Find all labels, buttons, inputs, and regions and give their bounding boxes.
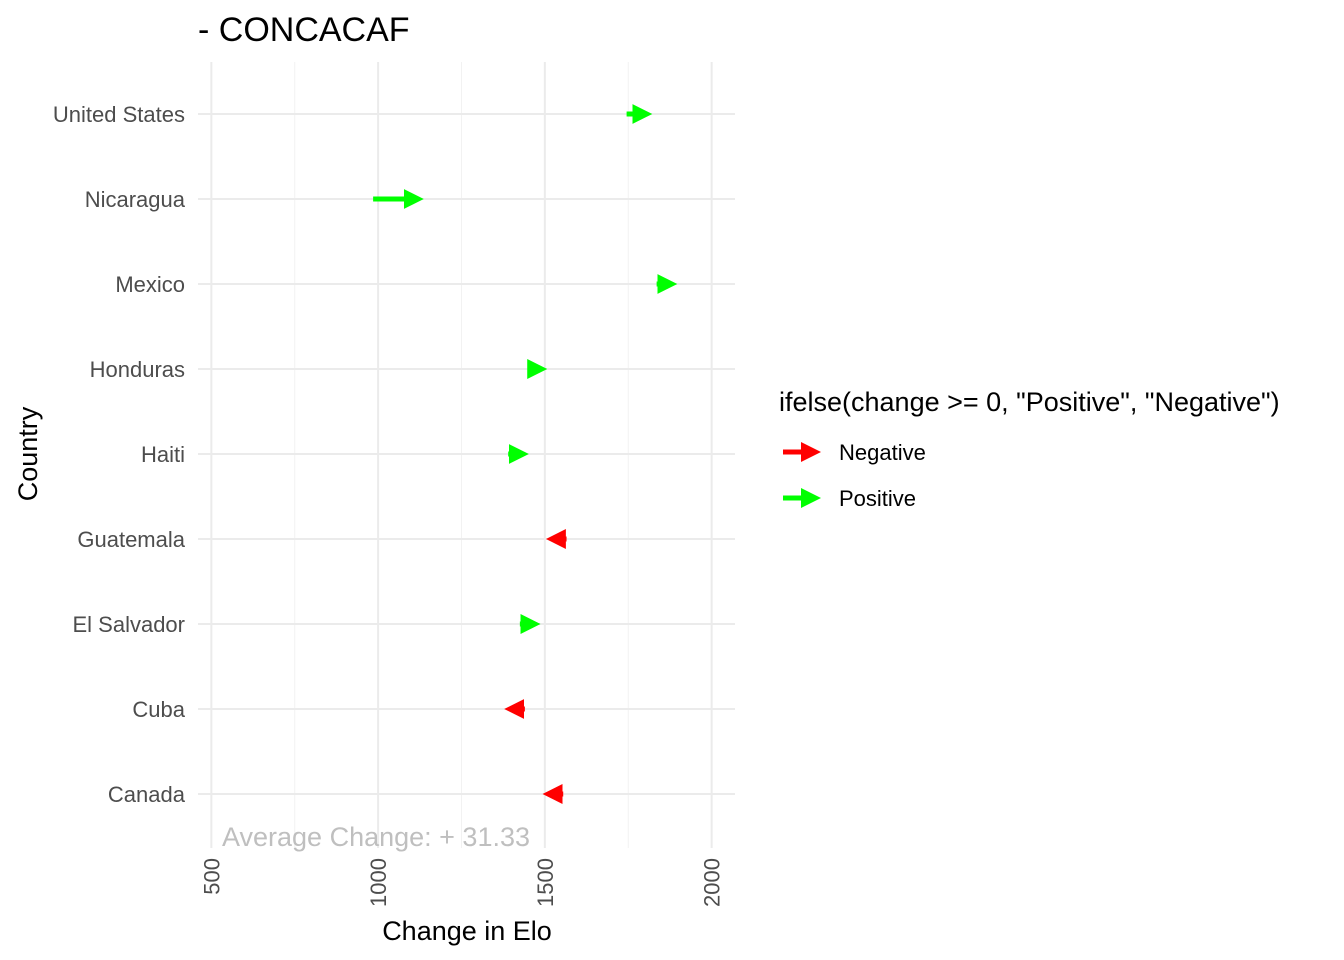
y-tick-label: United States — [53, 102, 185, 127]
x-tick-label: 2000 — [700, 858, 725, 907]
y-axis-title: Country — [13, 406, 43, 501]
y-axis-tick-labels: United States Nicaragua Mexico Honduras Hait… — [53, 102, 186, 807]
legend-entries: Negative Positive — [783, 440, 926, 511]
x-tick-label: 1500 — [533, 858, 558, 907]
y-tick-label: Honduras — [90, 357, 185, 382]
legend: ifelse(change >= 0, "Positive", "Negativ… — [779, 387, 1280, 511]
y-tick-label: Nicaragua — [85, 187, 186, 212]
y-tick-label: Haiti — [141, 442, 185, 467]
legend-label: Positive — [839, 486, 916, 511]
y-tick-label: Canada — [108, 782, 186, 807]
arrow-series — [373, 104, 678, 804]
legend-title: ifelse(change >= 0, "Positive", "Negativ… — [779, 387, 1280, 417]
x-tick-label: 500 — [199, 858, 224, 895]
y-tick-label: Mexico — [115, 272, 185, 297]
chart-title: - CONCACAF — [198, 11, 410, 49]
grid — [198, 62, 735, 848]
y-tick-label: Guatemala — [77, 527, 185, 552]
legend-label: Negative — [839, 440, 926, 465]
y-tick-label: Cuba — [132, 697, 185, 722]
x-axis-title: Change in Elo — [382, 916, 552, 946]
legend-entry: Positive — [783, 486, 916, 511]
y-tick-label: El Salvador — [72, 612, 185, 637]
legend-entry: Negative — [783, 440, 926, 465]
x-tick-label: 1000 — [366, 858, 391, 907]
x-axis-tick-labels: 500 1000 1500 2000 — [199, 858, 724, 907]
average-change-annotation: Average Change: + 31.33 — [222, 822, 530, 852]
